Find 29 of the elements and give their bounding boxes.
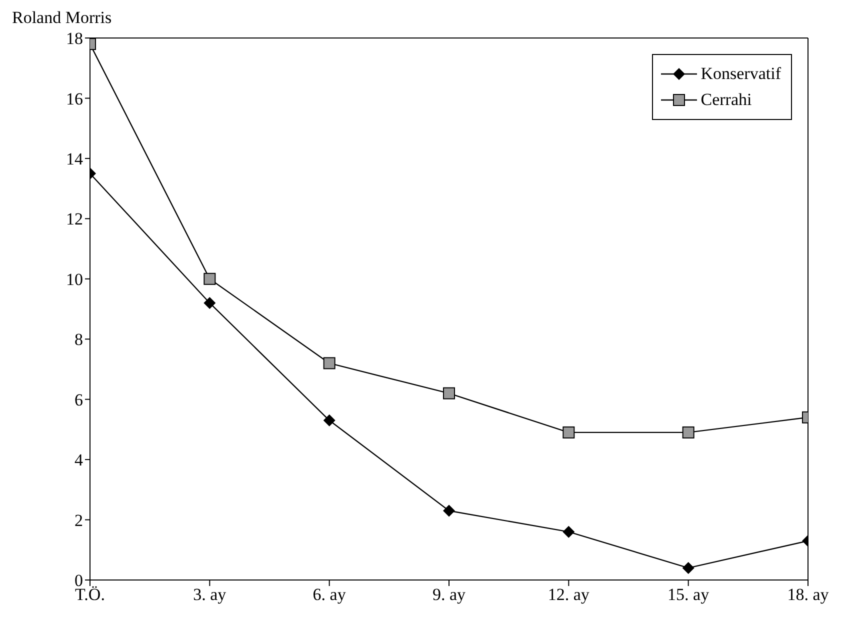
x-tick-label: 12. ay xyxy=(548,585,590,604)
point xyxy=(323,357,336,370)
x-tick-label: T.Ö. xyxy=(75,585,105,604)
y-tick-label: 12 xyxy=(66,210,83,229)
y-tick-label: 4 xyxy=(74,450,84,470)
y-tick-label: 2 xyxy=(74,510,83,530)
y-tick-label: 14 xyxy=(66,149,84,168)
point xyxy=(682,426,694,438)
point xyxy=(204,296,216,309)
y-tick-label: 8 xyxy=(74,330,83,350)
point xyxy=(562,526,575,538)
y-tick-label: 10 xyxy=(66,270,83,289)
point xyxy=(443,504,455,517)
x-tick-label: 15. ay xyxy=(668,585,710,604)
point xyxy=(204,272,216,285)
x-tick-label: 18. ay xyxy=(787,585,830,604)
x-tick-label: 6. ay xyxy=(312,585,346,604)
y-tick-label: 16 xyxy=(66,89,83,108)
x-tick-label: 9. ay xyxy=(432,585,466,604)
point xyxy=(682,562,694,574)
y-axis-title: Roland Morris xyxy=(12,8,112,28)
point xyxy=(443,387,455,400)
legend-label: Konservatif xyxy=(700,64,781,84)
y-tick-label: 6 xyxy=(74,390,83,410)
legend-label: Cerrahi xyxy=(700,90,752,110)
x-tick-label: 3. ay xyxy=(193,585,227,604)
point xyxy=(323,414,336,426)
point xyxy=(562,426,575,438)
y-tick-label: 18 xyxy=(66,29,83,48)
